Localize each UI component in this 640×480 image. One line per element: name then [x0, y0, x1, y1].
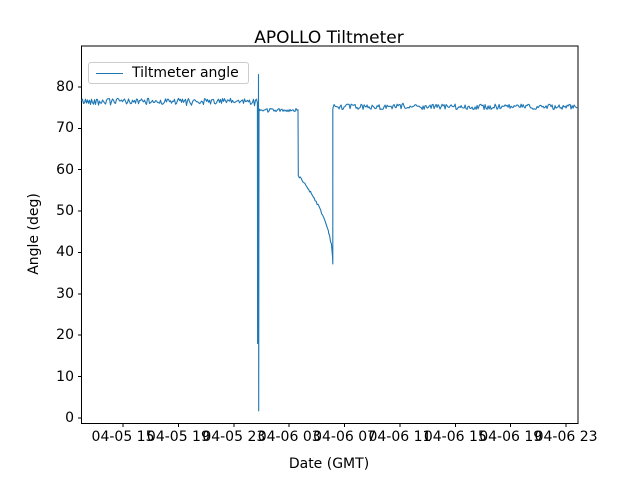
x-tick-label: 04-06 15	[423, 429, 487, 445]
x-tick-label: 04-06 07	[313, 429, 377, 445]
y-tick-label: 70	[56, 120, 74, 137]
y-axis-label: Angle (deg)	[26, 193, 42, 275]
y-tick-label: 40	[56, 244, 74, 261]
x-tick-label: 04-06 11	[368, 429, 432, 445]
y-tick-label: 80	[56, 78, 74, 95]
y-tick-label: 20	[56, 327, 74, 344]
legend-label: Tiltmeter angle	[132, 65, 239, 81]
y-tick-label: 30	[56, 285, 74, 302]
y-tick-label: 10	[56, 368, 74, 385]
x-tick-label: 04-06 23	[534, 429, 598, 445]
x-axis-label: Date (GMT)	[288, 456, 370, 472]
x-tick-label: 04-06 19	[479, 429, 543, 445]
y-tick-label: 0	[65, 409, 74, 426]
x-tick-label: 04-05 15	[91, 429, 155, 445]
chart-title: APOLLO Tiltmeter	[254, 28, 404, 48]
y-tick-label: 60	[56, 161, 74, 178]
y-tick-label: 50	[56, 203, 74, 220]
x-tick-label: 04-05 23	[202, 429, 266, 445]
x-tick-label: 04-05 19	[146, 429, 210, 445]
x-tick-label: 04-06 03	[257, 429, 321, 445]
legend: Tiltmeter angle	[88, 62, 249, 84]
legend-line-sample-icon	[96, 72, 123, 74]
